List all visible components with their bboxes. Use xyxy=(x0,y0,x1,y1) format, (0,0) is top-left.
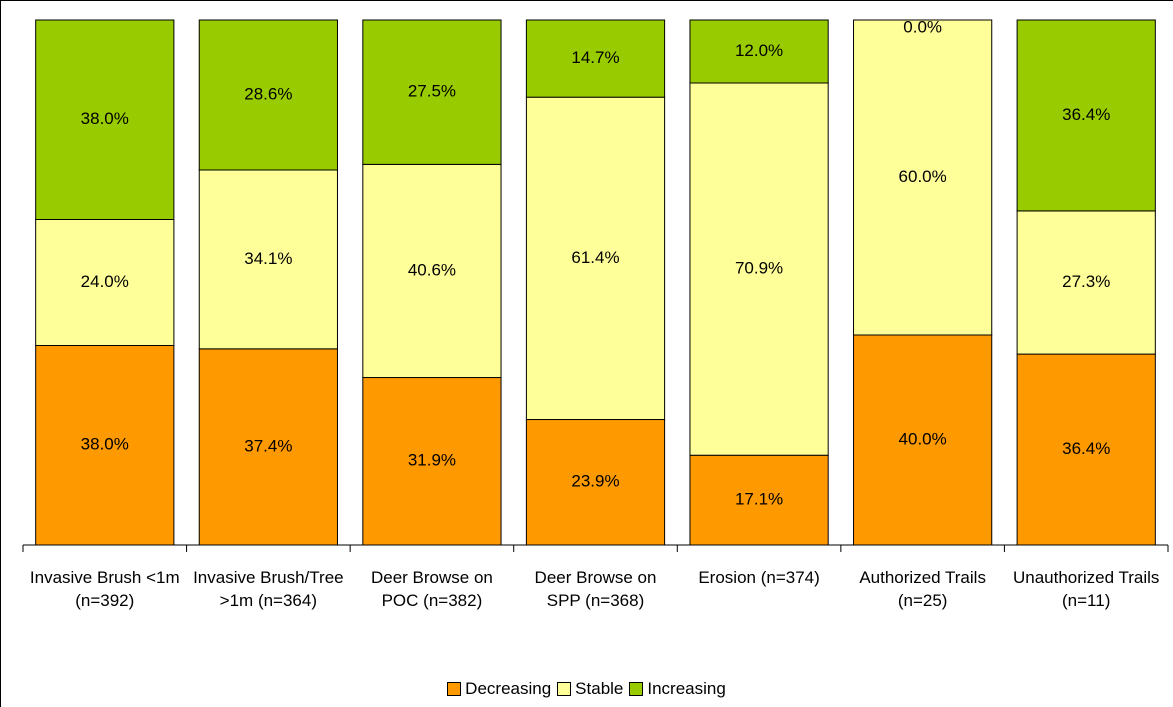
legend-swatch xyxy=(557,682,572,696)
x-tick-label: Deer Browse on POC (n=382) xyxy=(370,568,493,610)
value-label: 60.0% xyxy=(899,167,947,186)
bar-segment xyxy=(362,377,502,546)
x-tick-label: Deer Browse on SPP (n=368) xyxy=(534,568,657,610)
bar-segment xyxy=(35,219,175,346)
bar-segment xyxy=(1016,210,1156,355)
value-label: 12.0% xyxy=(735,41,783,60)
bar-segment xyxy=(35,345,175,546)
legend-swatch xyxy=(629,682,644,696)
legend-swatch xyxy=(447,682,462,696)
value-label: 38.0% xyxy=(81,109,129,128)
value-label: 36.4% xyxy=(1062,439,1110,458)
bar-segment xyxy=(35,19,175,220)
value-label: 40.6% xyxy=(408,260,456,279)
value-label: 34.1% xyxy=(244,249,292,268)
bar-segment xyxy=(198,169,338,350)
value-label: 38.0% xyxy=(81,435,129,454)
value-label: 27.5% xyxy=(408,82,456,101)
x-tick-label: Authorized Trails (n=25) xyxy=(859,568,986,610)
x-tick-label: Invasive Brush/Tree >1m (n=364) xyxy=(193,568,344,610)
value-label: 17.1% xyxy=(735,490,783,509)
value-label: 31.9% xyxy=(408,451,456,470)
value-label: 37.4% xyxy=(244,436,292,455)
value-label: 23.9% xyxy=(571,472,619,491)
legend-item: Stable xyxy=(557,679,623,699)
legend-label: Decreasing xyxy=(465,679,552,698)
value-label: 14.7% xyxy=(571,48,619,67)
value-label: 0.0% xyxy=(903,17,942,36)
value-label: 40.0% xyxy=(899,429,947,448)
value-label: 70.9% xyxy=(735,259,783,278)
bar-segment xyxy=(689,82,829,456)
value-label: 28.6% xyxy=(244,84,292,103)
value-label: 27.3% xyxy=(1062,272,1110,291)
bar-segment xyxy=(853,19,993,336)
legend-label: Stable xyxy=(575,679,624,698)
bar-segment xyxy=(525,96,666,421)
value-label: 24.0% xyxy=(81,272,129,291)
legend: Decreasing Stable Increasing xyxy=(0,679,1173,699)
bar-segment xyxy=(362,19,502,165)
bar-segment xyxy=(525,419,666,546)
x-tick-label: Erosion (n=374) xyxy=(698,568,820,587)
bar-segment xyxy=(362,163,502,379)
bar-segment xyxy=(198,19,338,171)
bar-segment xyxy=(1016,19,1156,212)
x-tick-label: Unauthorized Trails (n=11) xyxy=(1012,568,1160,610)
legend-label: Increasing xyxy=(647,679,726,698)
legend-item: Increasing xyxy=(629,679,726,699)
bar-segment xyxy=(525,19,666,98)
legend-item: Decreasing xyxy=(447,679,551,699)
x-tick-label: Invasive Brush <1m (n=392) xyxy=(29,568,180,610)
value-label: 36.4% xyxy=(1062,105,1110,124)
value-label: 61.4% xyxy=(571,248,619,267)
bar-segment xyxy=(689,19,829,84)
bar-segment xyxy=(1016,353,1156,546)
